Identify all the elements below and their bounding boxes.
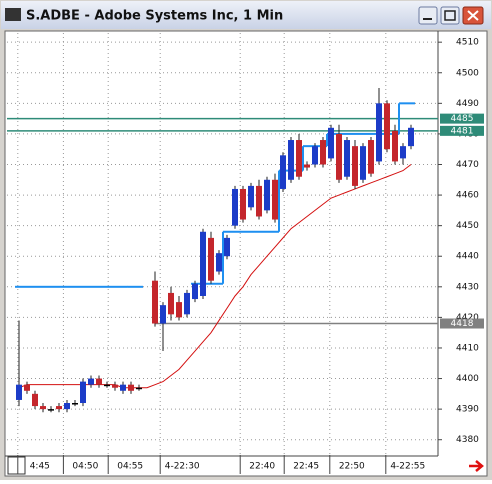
candle-body: [192, 283, 198, 300]
candle-body: [376, 103, 382, 162]
x-tick-label: 4-22:30: [165, 462, 200, 472]
close-icon: [467, 10, 479, 21]
y-tick-label: 4420: [456, 313, 479, 323]
candle-body: [232, 188, 238, 226]
candle-body: [384, 103, 390, 150]
candle-body: [256, 185, 262, 217]
candle-body: [88, 378, 94, 385]
candle-body: [200, 231, 206, 296]
candle-body: [272, 179, 278, 220]
candle-body: [280, 155, 286, 189]
candle-body: [216, 253, 222, 272]
maximize-icon: [444, 10, 456, 21]
chart-area: [4, 30, 488, 477]
candle-body: [32, 393, 38, 407]
candle-body: [152, 280, 158, 324]
price-level-box: [440, 113, 484, 124]
candle-body: [112, 384, 118, 388]
title-bar: [1, 1, 491, 29]
price-level-label: 4418: [451, 319, 474, 329]
candle-body: [344, 140, 350, 177]
candle-body: [64, 403, 70, 410]
candle-body: [176, 302, 182, 318]
corner-box[interactable]: [7, 456, 26, 475]
candle-body: [336, 133, 342, 180]
candle-body: [48, 409, 54, 411]
candle-body: [120, 384, 126, 391]
x-tick-label: 22:40: [249, 462, 275, 472]
y-tick-label: 4380: [456, 435, 479, 445]
app-icon: [5, 8, 21, 21]
candle-body: [264, 179, 270, 211]
candle-body: [240, 188, 246, 220]
y-tick-label: 4440: [456, 252, 479, 262]
candle-body: [304, 164, 310, 168]
candle-body: [184, 292, 190, 315]
candle-body: [168, 292, 174, 315]
maximize-button[interactable]: [440, 6, 460, 25]
price-level-box: [440, 318, 484, 329]
y-tick-label: 4390: [456, 405, 479, 415]
candle-body: [128, 384, 134, 391]
candle-body: [208, 237, 214, 281]
candle-body: [40, 406, 46, 410]
candle-body: [400, 146, 406, 159]
candle-body: [296, 140, 302, 177]
candle-body: [248, 185, 254, 208]
candle-body: [352, 146, 358, 186]
candle-body: [312, 146, 318, 165]
candle-body: [16, 384, 22, 400]
x-tick-label: 22:45: [293, 462, 319, 472]
y-tick-label: 4450: [456, 221, 479, 231]
candle-body: [72, 403, 78, 405]
scroll-arrow[interactable]: [469, 460, 484, 472]
candle-body: [392, 130, 398, 162]
y-tick-label: 4400: [456, 374, 479, 384]
y-tick-label: 4460: [456, 191, 479, 201]
candle-body: [224, 237, 230, 257]
y-tick-label: 4510: [456, 38, 479, 48]
candle-body: [320, 140, 326, 165]
y-tick-label: 4500: [456, 68, 479, 78]
window-title: S.ADBE - Adobe Systems Inc, 1 Min: [26, 9, 283, 24]
candle-body: [96, 378, 102, 385]
x-tick-label: 04:50: [72, 462, 98, 472]
candle-body: [24, 384, 30, 391]
x-tick-label: 4:45: [30, 462, 50, 472]
candle-body: [136, 387, 142, 390]
y-tick-label: 4430: [456, 282, 479, 292]
minimize-button[interactable]: [418, 6, 438, 25]
y-tick-label: 4410: [456, 343, 479, 353]
price-level-label: 4481: [451, 126, 474, 136]
candle-body: [288, 140, 294, 180]
candle-body: [368, 140, 374, 174]
price-level-label: 4485: [451, 114, 474, 124]
y-tick-label: 4470: [456, 160, 479, 170]
candle-body: [104, 384, 110, 387]
candle-body: [360, 146, 366, 180]
candle-body: [328, 127, 334, 159]
candle-body: [160, 305, 166, 324]
candle-body: [56, 406, 62, 410]
x-tick-label: 04:55: [117, 462, 143, 472]
price-level-box: [440, 125, 484, 136]
candle-body: [80, 381, 86, 404]
x-tick-label: 4-22:55: [390, 462, 425, 472]
candle-body: [408, 127, 414, 147]
y-tick-label: 4490: [456, 99, 479, 109]
x-tick-label: 22:50: [339, 462, 365, 472]
